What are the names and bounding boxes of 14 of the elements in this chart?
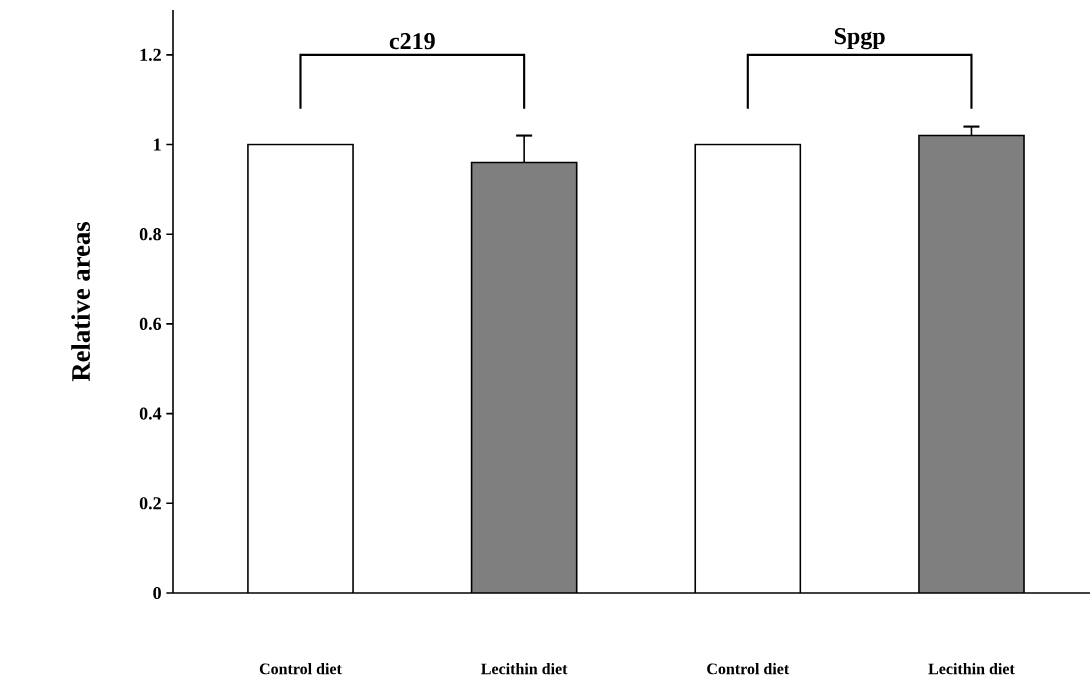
x-tick-label: Lecithin diet [928, 663, 1015, 675]
y-tick-label: 0.2 [139, 497, 161, 510]
y-axis-title: Relative areas [71, 222, 90, 382]
y-tick-label: 0.6 [139, 317, 162, 331]
x-tick-label: Lecithin diet [481, 663, 568, 675]
x-tick-label: Control diet [259, 663, 342, 675]
x-tick-label: Control diet [707, 663, 790, 675]
annotation: Spgp [834, 28, 885, 50]
y-tick-label: 0 [153, 586, 161, 600]
y-tick-label: 0.4 [139, 407, 162, 420]
y-tick-label: 1.2 [140, 48, 161, 61]
annotation: c219 [389, 33, 435, 50]
y-tick-label: 1 [154, 138, 161, 151]
y-tick-label: 0.8 [139, 228, 162, 241]
